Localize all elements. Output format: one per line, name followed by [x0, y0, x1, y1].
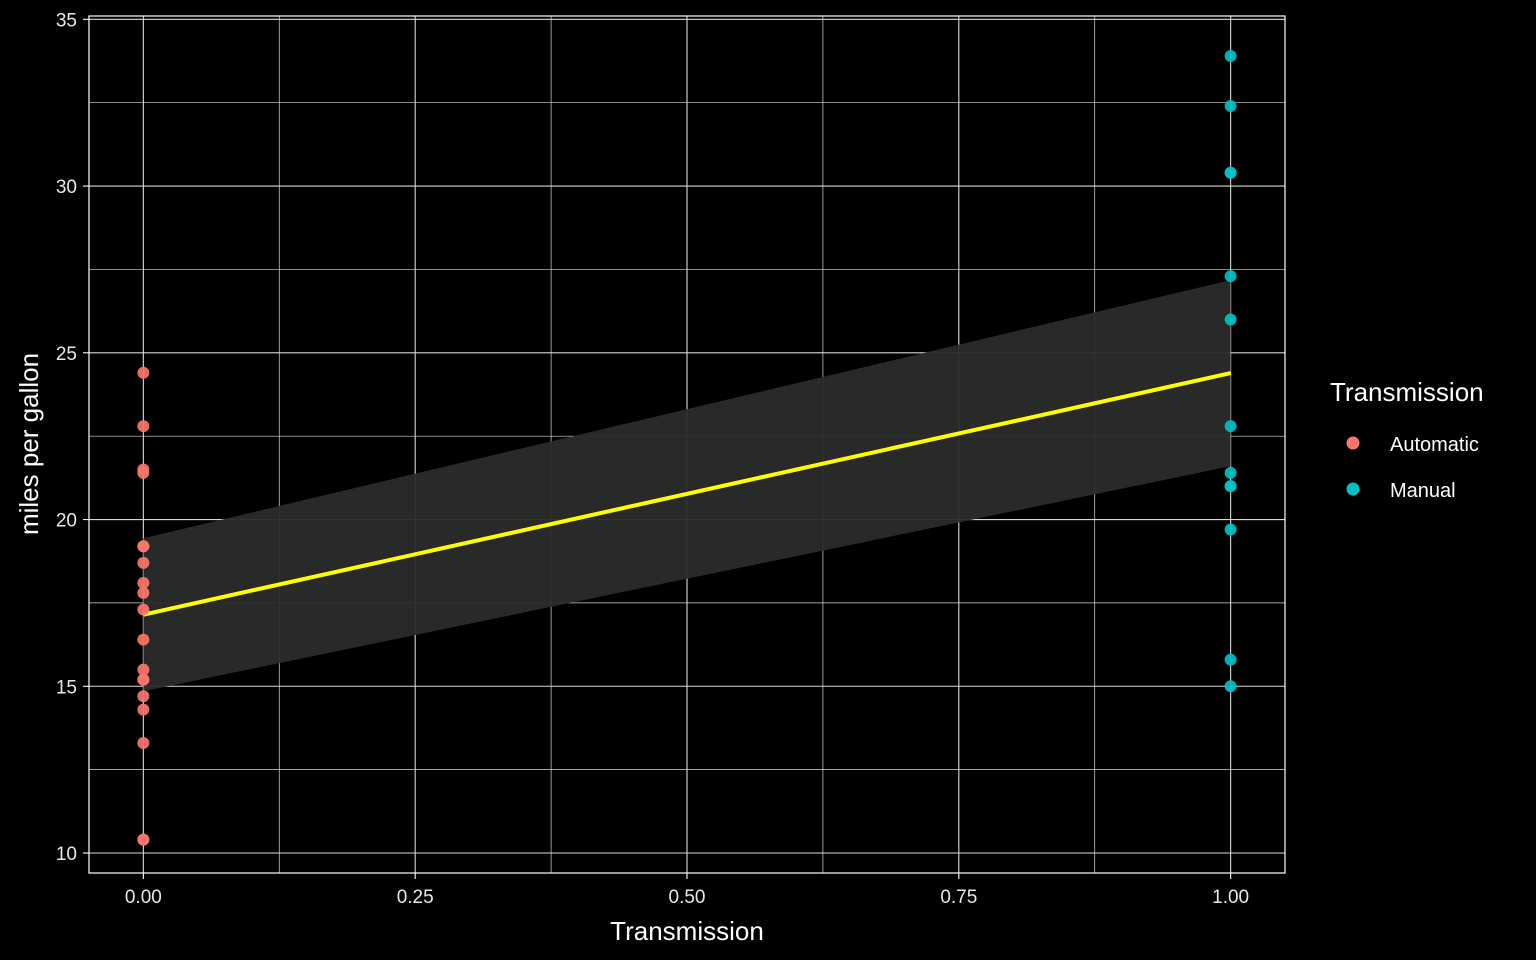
data-point-manual: [1224, 466, 1237, 479]
x-tick-label: 0.50: [669, 887, 706, 908]
data-point-manual: [1224, 523, 1237, 536]
data-point-automatic: [137, 463, 150, 476]
data-point-automatic: [137, 540, 150, 553]
data-point-automatic: [137, 690, 150, 703]
x-tick-label: 0.75: [940, 887, 977, 908]
x-tick-label: 1.00: [1212, 887, 1249, 908]
y-tick-label: 15: [56, 677, 77, 698]
data-point-automatic: [137, 556, 150, 569]
legend-key-manual: [1346, 482, 1360, 496]
points-layer: [137, 50, 1237, 846]
data-point-manual: [1224, 420, 1237, 433]
data-point-automatic: [137, 586, 150, 599]
data-point-manual: [1224, 480, 1237, 493]
axes-layer: 0.00 0.25 0.50 0.75 1.00 10 15 20 25 30 35: [56, 10, 1286, 908]
data-point-manual: [1224, 680, 1237, 693]
data-point-automatic: [137, 736, 150, 749]
x-tick-label: 0.00: [125, 887, 162, 908]
data-point-manual: [1224, 313, 1237, 326]
data-point-automatic: [137, 366, 150, 379]
data-point-automatic: [137, 603, 150, 616]
data-point-manual: [1224, 653, 1237, 666]
y-tick-label: 35: [56, 10, 77, 31]
regression-line: [142, 371, 1232, 617]
y-tick-label: 10: [56, 844, 77, 865]
data-point-automatic: [137, 633, 150, 646]
legend-key-automatic: [1346, 436, 1360, 450]
confidence-band: [143, 280, 1231, 692]
data-point-manual: [1224, 50, 1237, 63]
legend-title: Transmission: [1330, 377, 1484, 407]
data-point-automatic: [137, 673, 150, 686]
confidence-band-layer: [143, 280, 1231, 692]
data-point-automatic: [137, 420, 150, 433]
data-point-manual: [1224, 166, 1237, 179]
data-point-automatic: [137, 703, 150, 716]
y-tick-label: 20: [56, 511, 77, 532]
legend-label-manual: Manual: [1390, 480, 1456, 502]
trend-line-layer: [142, 371, 1232, 617]
x-tick-label: 0.25: [397, 887, 434, 908]
y-tick-label: 30: [56, 177, 77, 198]
legend: Transmission Automatic Manual: [1330, 377, 1484, 502]
data-point-manual: [1224, 100, 1237, 113]
y-axis-title: miles per gallon: [14, 353, 44, 535]
y-tick-label: 25: [56, 344, 77, 365]
data-point-manual: [1224, 270, 1237, 283]
x-axis-title: Transmission: [610, 916, 764, 946]
data-point-automatic: [137, 663, 150, 676]
legend-label-automatic: Automatic: [1390, 434, 1479, 456]
data-point-automatic: [137, 576, 150, 589]
data-point-automatic: [137, 833, 150, 846]
